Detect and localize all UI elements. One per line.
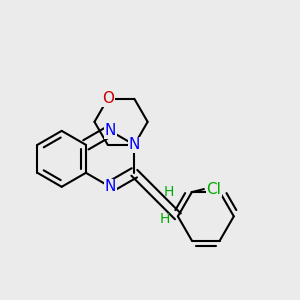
Text: O: O <box>102 91 114 106</box>
Text: N: N <box>129 137 140 152</box>
Text: H: H <box>164 184 174 199</box>
Text: Cl: Cl <box>207 182 221 197</box>
Text: H: H <box>160 212 170 226</box>
Text: N: N <box>104 123 116 138</box>
Text: N: N <box>104 179 116 194</box>
